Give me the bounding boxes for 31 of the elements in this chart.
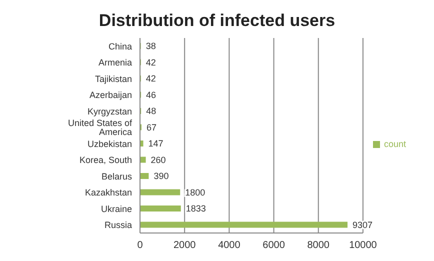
y-tick-label: Armenia — [98, 58, 132, 68]
x-tick-label: 6000 — [262, 240, 286, 252]
y-tick-label: Belarus — [101, 171, 132, 182]
x-tick-label: 0 — [137, 240, 144, 252]
x-tick-label: 2000 — [173, 240, 196, 252]
data-label: 42 — [146, 74, 156, 84]
data-label: 1833 — [186, 204, 206, 214]
y-tick-label: Uzbekistan — [87, 138, 132, 149]
y-tick-label: Kazakhstan — [84, 188, 132, 198]
y-tick-label: China — [108, 41, 132, 52]
y-tick-label: Ukraine — [100, 204, 132, 214]
data-label: 38 — [146, 41, 156, 52]
legend-label: count — [384, 138, 406, 148]
x-tick-label: 8000 — [307, 240, 330, 252]
x-tick-label: 4000 — [218, 240, 241, 252]
x-tick-label: 10000 — [349, 240, 378, 252]
data-label: 42 — [146, 57, 156, 68]
data-label: 147 — [148, 138, 164, 149]
y-tick-label: Tajikistan — [94, 74, 132, 84]
y-tick-label: United States of America — [68, 118, 132, 138]
chart-title: Distribution of infected users — [98, 10, 336, 32]
data-label: 390 — [154, 171, 169, 182]
y-tick-label: Korea, South — [79, 155, 132, 166]
y-tick-label: Kyrgyzstan — [87, 106, 132, 116]
y-tick-label: Azerbaijan — [89, 90, 132, 100]
data-label: 67 — [146, 122, 157, 132]
data-label: 48 — [146, 106, 156, 116]
data-label: 260 — [150, 154, 166, 165]
data-label: 1800 — [185, 187, 206, 198]
y-tick-label: Russia — [104, 220, 132, 230]
data-label: 46 — [146, 90, 156, 100]
